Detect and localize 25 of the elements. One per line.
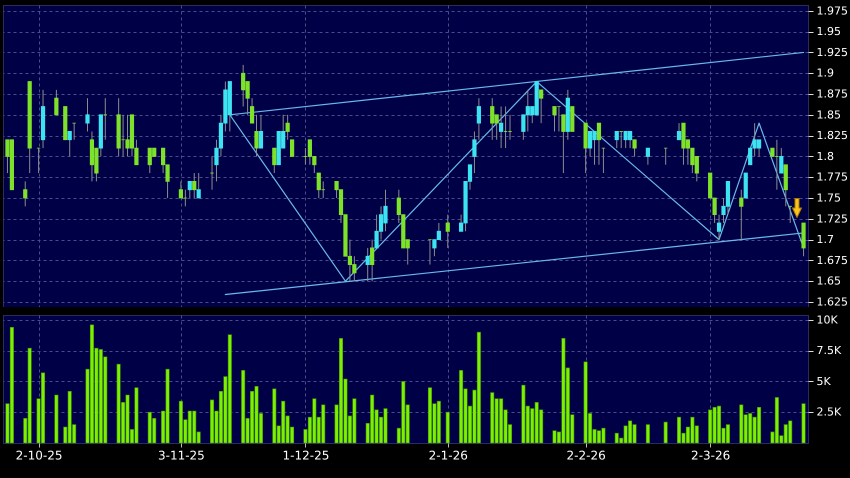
x-tick-label: 2-2-26 <box>566 448 606 462</box>
y-tick-label: 1.7 <box>816 233 834 246</box>
y-tick-label: 1.8 <box>816 150 834 163</box>
x-tick-label: 3-11-25 <box>158 448 205 462</box>
y-tick-label: 1.95 <box>816 25 841 38</box>
y-tick-label: 1.875 <box>816 88 848 101</box>
y-tick-label: 1.9 <box>816 66 834 80</box>
y-tick-label: 1.825 <box>816 129 848 142</box>
y-tick-label: 1.675 <box>816 254 848 267</box>
y-tick-label: 1.975 <box>816 4 848 18</box>
y-tick-label: 1.75 <box>816 192 841 205</box>
x-tick-label: 2-10-25 <box>16 448 62 462</box>
y-tick-label: 1.775 <box>816 170 848 184</box>
y-tick-label: 10K <box>816 313 838 326</box>
y-tick-label: 1.725 <box>816 212 848 226</box>
x-tick-label: 1-12-25 <box>282 448 330 462</box>
y-tick-label: 7.5K <box>816 344 842 358</box>
y-tick-label: 5K <box>816 374 832 388</box>
x-tick-label: 2-3-26 <box>691 448 730 462</box>
x-tick-label: 2-1-26 <box>428 448 468 462</box>
y-tick-label: 1.85 <box>816 108 841 122</box>
y-tick-label: 2.5K <box>816 406 842 419</box>
y-tick-label: 1.625 <box>816 296 848 309</box>
y-tick-label: 1.65 <box>816 274 841 288</box>
y-tick-label: 1.925 <box>816 46 848 59</box>
